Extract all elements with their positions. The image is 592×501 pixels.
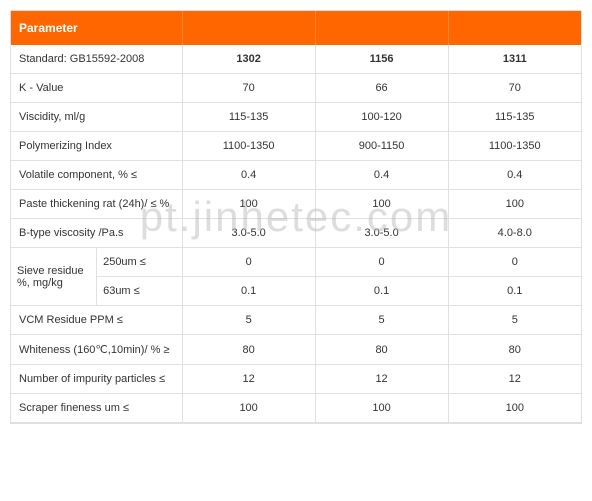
value-cell: 0.4 [448, 161, 581, 190]
table-row: Viscidity, ml/g 115-135 100-120 115-135 [11, 103, 581, 132]
header-col2 [315, 11, 448, 45]
param-cell: Whiteness (160℃,10min)/ % ≥ [11, 335, 182, 365]
param-cell: Polymerizing Index [11, 132, 182, 161]
param-cell: Volatile component, % ≤ [11, 161, 182, 190]
value-cell: 100 [182, 394, 315, 423]
value-cell: 0.4 [315, 161, 448, 190]
value-cell: 5 [315, 306, 448, 335]
value-cell: 3.0-5.0 [315, 219, 448, 248]
table-row: Polymerizing Index 1100-1350 900-1150 11… [11, 132, 581, 161]
parameter-table-container: Parameter Standard: GB15592-2008 1302 11… [10, 10, 582, 424]
table-row: K - Value 70 66 70 [11, 74, 581, 103]
value-cell: 70 [448, 74, 581, 103]
value-cell: 100 [448, 394, 581, 423]
table-row: Number of impurity particles ≤ 12 12 12 [11, 365, 581, 394]
sieve-sub: 63um ≤ [97, 277, 183, 306]
table-row: VCM Residue PPM ≤ 5 5 5 [11, 306, 581, 335]
header-row: Parameter [11, 11, 581, 45]
value-cell: 1156 [315, 45, 448, 74]
table-row: Sieve residue %, mg/kg 250um ≤ 0 0 0 [11, 248, 581, 277]
sieve-sub: 250um ≤ [97, 248, 183, 277]
value-cell: 1100-1350 [182, 132, 315, 161]
value-cell: 3.0-5.0 [182, 219, 315, 248]
value-cell: 80 [448, 335, 581, 365]
value-cell: 12 [448, 365, 581, 394]
value-cell: 115-135 [448, 103, 581, 132]
value-cell: 0 [448, 248, 581, 277]
table-row: B-type viscosity /Pa.s 3.0-5.0 3.0-5.0 4… [11, 219, 581, 248]
value-cell: 1100-1350 [448, 132, 581, 161]
table-body: Standard: GB15592-2008 1302 1156 1311 K … [11, 45, 581, 423]
value-cell: 80 [315, 335, 448, 365]
value-cell: 100 [315, 190, 448, 219]
table-row: 63um ≤ 0.1 0.1 0.1 [11, 277, 581, 306]
param-cell: Viscidity, ml/g [11, 103, 182, 132]
header-col1 [182, 11, 315, 45]
param-cell: Number of impurity particles ≤ [11, 365, 182, 394]
param-cell: B-type viscosity /Pa.s [11, 219, 182, 248]
sieve-label: Sieve residue %, mg/kg [11, 248, 97, 306]
value-cell: 0.1 [448, 277, 581, 306]
value-cell: 115-135 [182, 103, 315, 132]
value-cell: 12 [315, 365, 448, 394]
table-row: Standard: GB15592-2008 1302 1156 1311 [11, 45, 581, 74]
value-cell: 100-120 [315, 103, 448, 132]
value-cell: 1302 [182, 45, 315, 74]
value-cell: 100 [448, 190, 581, 219]
header-col3 [448, 11, 581, 45]
param-cell: Scraper fineness um ≤ [11, 394, 182, 423]
value-cell: 0 [315, 248, 448, 277]
value-cell: 100 [315, 394, 448, 423]
param-cell: Paste thickening rat (24h)/ ≤ % [11, 190, 182, 219]
value-cell: 100 [182, 190, 315, 219]
value-cell: 0.4 [182, 161, 315, 190]
value-cell: 5 [448, 306, 581, 335]
value-cell: 1311 [448, 45, 581, 74]
value-cell: 70 [182, 74, 315, 103]
value-cell: 0.1 [315, 277, 448, 306]
value-cell: 80 [182, 335, 315, 365]
value-cell: 66 [315, 74, 448, 103]
value-cell: 900-1150 [315, 132, 448, 161]
param-cell: Standard: GB15592-2008 [11, 45, 182, 74]
value-cell: 0 [182, 248, 315, 277]
value-cell: 12 [182, 365, 315, 394]
parameter-table: Parameter Standard: GB15592-2008 1302 11… [11, 11, 581, 423]
value-cell: 4.0-8.0 [448, 219, 581, 248]
table-row: Paste thickening rat (24h)/ ≤ % 100 100 … [11, 190, 581, 219]
value-cell: 0.1 [182, 277, 315, 306]
table-row: Volatile component, % ≤ 0.4 0.4 0.4 [11, 161, 581, 190]
header-parameter: Parameter [11, 11, 182, 45]
param-cell: K - Value [11, 74, 182, 103]
table-row: Whiteness (160℃,10min)/ % ≥ 80 80 80 [11, 335, 581, 365]
value-cell: 5 [182, 306, 315, 335]
table-row: Scraper fineness um ≤ 100 100 100 [11, 394, 581, 423]
param-cell: VCM Residue PPM ≤ [11, 306, 182, 335]
